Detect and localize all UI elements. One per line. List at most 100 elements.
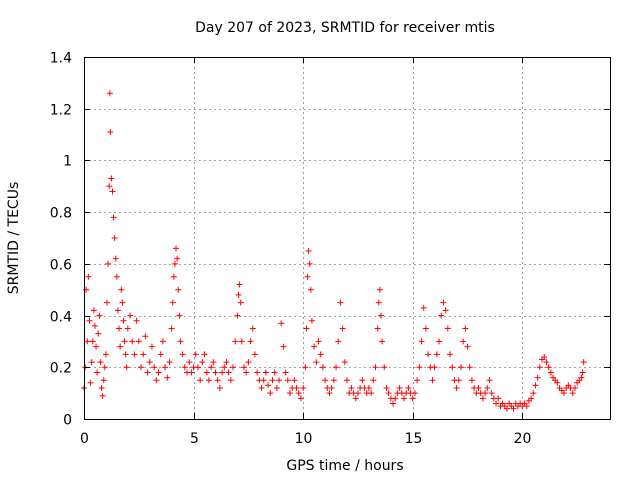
data-point xyxy=(201,351,208,358)
data-point xyxy=(466,364,473,371)
y-axis-label: SRMTID / TECUs xyxy=(6,182,22,295)
data-point xyxy=(523,403,530,410)
data-point xyxy=(532,382,539,389)
data-point xyxy=(375,299,382,306)
data-point xyxy=(269,377,276,384)
data-point xyxy=(339,325,346,332)
x-tick-label: 10 xyxy=(295,431,313,447)
data-point xyxy=(225,369,232,376)
data-point xyxy=(234,312,241,319)
data-point xyxy=(162,364,169,371)
data-point xyxy=(319,364,326,371)
data-point xyxy=(297,395,304,402)
data-point xyxy=(418,338,425,345)
data-point xyxy=(429,377,436,384)
data-point xyxy=(484,384,491,391)
data-point xyxy=(571,384,578,391)
data-point xyxy=(129,338,136,345)
data-point xyxy=(86,317,93,324)
data-point xyxy=(199,359,206,366)
data-point xyxy=(376,286,383,293)
data-point xyxy=(100,377,107,384)
data-point xyxy=(400,395,407,402)
data-point xyxy=(486,377,493,384)
data-point xyxy=(416,364,423,371)
data-point xyxy=(411,390,418,397)
data-point xyxy=(359,377,366,384)
data-point xyxy=(89,338,96,345)
data-point xyxy=(88,359,95,366)
data-point xyxy=(493,400,500,407)
chart-title: Day 207 of 2023, SRMTID for receiver mti… xyxy=(195,20,495,36)
data-point xyxy=(101,364,108,371)
data-point xyxy=(383,384,390,391)
data-point xyxy=(176,312,183,319)
data-point xyxy=(98,384,105,391)
data-point xyxy=(107,128,114,135)
data-point xyxy=(528,395,535,402)
data-point xyxy=(431,364,438,371)
data-point xyxy=(110,214,117,221)
data-point xyxy=(282,369,289,376)
data-point xyxy=(153,377,160,384)
data-point xyxy=(444,325,451,332)
data-point xyxy=(148,343,155,350)
data-point xyxy=(188,369,195,376)
data-point xyxy=(155,369,162,376)
data-point xyxy=(307,286,314,293)
data-point xyxy=(212,369,219,376)
data-point xyxy=(118,286,125,293)
x-tick-label: 5 xyxy=(190,431,199,447)
data-point xyxy=(113,273,120,280)
data-point xyxy=(293,384,300,391)
y-tick-label: 0.6 xyxy=(50,258,72,274)
data-point xyxy=(142,333,149,340)
data-point xyxy=(104,299,111,306)
data-point xyxy=(177,338,184,345)
data-point xyxy=(219,369,226,376)
data-point xyxy=(385,390,392,397)
data-point xyxy=(488,390,495,397)
data-point xyxy=(93,343,100,350)
x-tick-label: 0 xyxy=(80,431,89,447)
data-point xyxy=(159,338,166,345)
data-point xyxy=(91,322,98,329)
data-point xyxy=(425,351,432,358)
data-point xyxy=(166,359,173,366)
data-point xyxy=(554,379,561,386)
data-point xyxy=(135,338,142,345)
y-tick-label: 1.2 xyxy=(50,103,72,119)
data-point xyxy=(569,390,576,397)
data-point xyxy=(545,364,552,371)
data-point xyxy=(169,299,176,306)
data-point xyxy=(173,245,180,252)
data-point xyxy=(534,374,541,381)
data-point xyxy=(245,359,252,366)
data-point xyxy=(479,395,486,402)
data-point xyxy=(97,359,104,366)
data-point xyxy=(84,338,91,345)
y-tick-label: 0.8 xyxy=(50,206,72,222)
data-point xyxy=(344,377,350,384)
y-tick-label: 1 xyxy=(63,154,72,170)
data-point xyxy=(317,351,324,358)
data-point xyxy=(102,351,109,358)
data-point xyxy=(541,353,548,360)
data-point xyxy=(197,377,204,384)
data-point xyxy=(146,359,153,366)
data-point xyxy=(377,312,384,319)
data-point xyxy=(216,384,223,391)
data-point xyxy=(94,369,101,376)
data-point xyxy=(330,377,337,384)
data-point xyxy=(440,299,447,306)
data-point xyxy=(99,392,106,399)
data-point xyxy=(322,377,329,384)
data-point xyxy=(447,351,454,358)
data-point xyxy=(262,369,269,376)
data-point xyxy=(243,369,250,376)
data-point xyxy=(95,330,102,337)
data-point xyxy=(151,364,158,371)
data-point xyxy=(409,395,416,402)
data-point xyxy=(85,273,92,280)
